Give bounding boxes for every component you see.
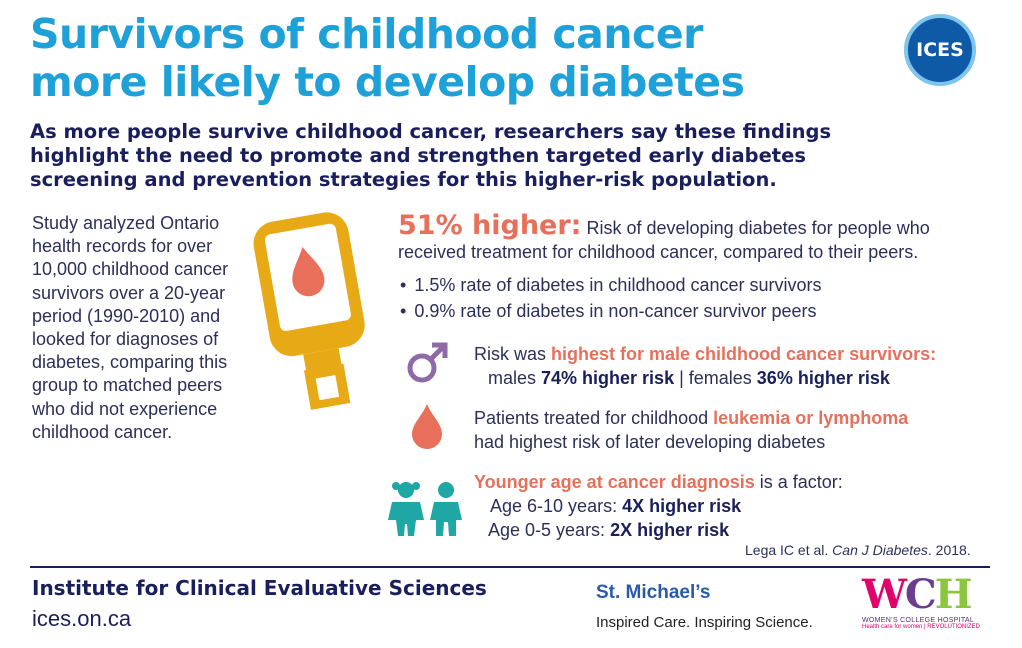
children-icon — [388, 482, 462, 536]
main-stat: 51% higher: Risk of developing diabetes … — [398, 212, 998, 264]
stmichaels-logo: St. Michael’s — [596, 582, 711, 603]
institute-name: Institute for Clinical Evaluative Scienc… — [32, 576, 487, 600]
females-prefix: | females — [674, 368, 757, 388]
age1-prefix: Age 6-10 years: — [490, 496, 623, 516]
leukemia-fact: Patients treated for childhood leukemia … — [474, 406, 908, 454]
stmichaels-tagline: Inspired Care. Inspiring Science. — [596, 614, 813, 631]
wch-logo: WCH WOMEN’S COLLEGE HOSPITAL Health care… — [862, 571, 982, 631]
leukemia-suffix: had highest risk of later developing dia… — [474, 432, 826, 452]
title-line-1: Survivors of childhood cancer — [30, 10, 703, 58]
blood-drop-icon — [412, 404, 442, 449]
male-symbol-icon — [407, 342, 448, 383]
bullet-survivors: 1.5% rate of diabetes in childhood cance… — [400, 272, 821, 298]
males-prefix: males — [488, 368, 542, 388]
age2-prefix: Age 0-5 years: — [488, 520, 611, 540]
wch-name: WOMEN’S COLLEGE HOSPITAL — [862, 617, 975, 624]
main-stat-text: Risk of developing diabetes for people w… — [398, 218, 930, 262]
male-fact: Risk was highest for male childhood canc… — [474, 342, 936, 390]
title-line-2: more likely to develop diabetes — [30, 58, 745, 106]
age-fact: Younger age at cancer diagnosis is a fac… — [474, 470, 843, 542]
citation: Lega IC et al. Can J Diabetes. 2018. — [745, 542, 971, 558]
leukemia-highlight: leukemia or lymphoma — [713, 408, 909, 428]
citation-authors: Lega IC et al. — [745, 542, 833, 558]
wch-letters: WCH — [862, 571, 973, 618]
ices-logo-text: ICES — [916, 39, 964, 61]
citation-year: . 2018. — [927, 542, 971, 558]
females-value: 36% higher risk — [756, 368, 890, 388]
age1-value: 4X higher risk — [622, 496, 742, 516]
age-highlight: Younger age at cancer diagnosis — [474, 472, 755, 492]
male-fact-highlight: highest for male childhood cancer surviv… — [551, 344, 937, 364]
leukemia-prefix: Patients treated for childhood — [474, 408, 714, 428]
page-title: Survivors of childhood cancer more likel… — [30, 10, 790, 106]
wch-tagline: Health care for women | REVOLUTIONIZED — [862, 624, 980, 630]
footer-divider — [30, 566, 990, 568]
institute-url: ices.on.ca — [32, 606, 132, 631]
main-stat-highlight: 51% higher: — [398, 210, 582, 241]
male-fact-prefix: Risk was — [474, 344, 552, 364]
bullet-peers: 0.9% rate of diabetes in non-cancer surv… — [400, 298, 822, 324]
ices-logo: ICES — [904, 14, 976, 86]
males-value: 74% higher risk — [541, 368, 675, 388]
main-stat-bullets: 1.5% rate of diabetes in childhood cance… — [400, 272, 822, 324]
citation-journal: Can J Diabetes — [832, 542, 928, 558]
glucose-meter-icon — [253, 212, 365, 410]
age-suffix: is a factor: — [754, 472, 843, 492]
subtitle: As more people survive childhood cancer,… — [30, 120, 832, 191]
study-description: Study analyzed Ontario health records fo… — [32, 213, 229, 442]
age2-value: 2X higher risk — [610, 520, 730, 540]
